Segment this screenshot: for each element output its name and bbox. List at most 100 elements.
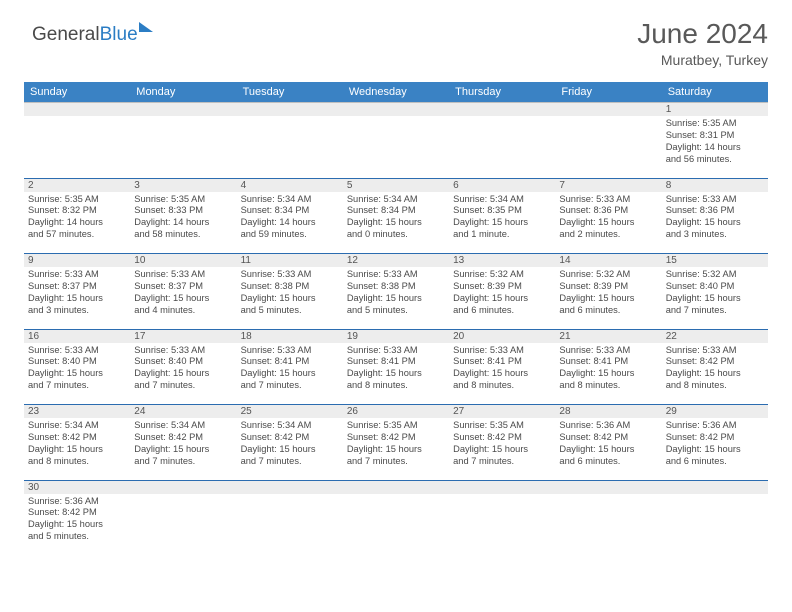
title-block: June 2024 Muratbey, Turkey	[637, 18, 768, 68]
day-number-row: 30	[24, 480, 768, 494]
sunrise-line: Sunrise: 5:34 AM	[134, 420, 232, 432]
day-cell: Sunrise: 5:35 AMSunset: 8:42 PMDaylight:…	[449, 418, 555, 480]
day-number	[555, 103, 661, 117]
sunrise-line: Sunrise: 5:33 AM	[559, 345, 657, 357]
sunset-line: Sunset: 8:33 PM	[134, 205, 232, 217]
day1-line: Daylight: 15 hours	[134, 444, 232, 456]
day-cell	[343, 494, 449, 556]
sunset-line: Sunset: 8:36 PM	[666, 205, 764, 217]
day-cell: Sunrise: 5:33 AMSunset: 8:42 PMDaylight:…	[662, 343, 768, 405]
day1-line: Daylight: 15 hours	[559, 217, 657, 229]
day-detail-row: Sunrise: 5:33 AM Sunset: 8:37 PM Daylight:…	[24, 267, 768, 329]
sunset-line: Sunset: 8:42 PM	[347, 432, 445, 444]
day-number	[237, 480, 343, 494]
day-cell: Sunrise: 5:33 AMSunset: 8:40 PMDaylight:…	[24, 343, 130, 405]
document-header: GeneralBlue June 2024 Muratbey, Turkey	[0, 0, 792, 76]
day-number: 12	[343, 254, 449, 268]
day-number	[449, 480, 555, 494]
logo-word-blue: Blue	[100, 24, 138, 46]
day2-line: and 3 minutes.	[28, 305, 126, 317]
sunset-line: Sunset: 8:42 PM	[134, 432, 232, 444]
sunrise-line: Sunrise: 5:33 AM	[347, 269, 445, 281]
day1-line: Daylight: 15 hours	[134, 368, 232, 380]
day-number: 3	[130, 178, 236, 192]
sunrise-line: Sunrise: 5:34 AM	[347, 194, 445, 206]
sunset-line: Sunset: 8:42 PM	[241, 432, 339, 444]
day2-line: and 56 minutes.	[666, 154, 764, 166]
day1-line: Daylight: 15 hours	[28, 368, 126, 380]
day-cell: Sunrise: 5:33 AMSunset: 8:38 PMDaylight:…	[237, 267, 343, 329]
sunset-line: Sunset: 8:40 PM	[134, 356, 232, 368]
location-subtitle: Muratbey, Turkey	[637, 52, 768, 68]
sunrise-line: Sunrise: 5:35 AM	[453, 420, 551, 432]
day-number: 20	[449, 329, 555, 343]
sunrise-line: Sunrise: 5:32 AM	[453, 269, 551, 281]
day1-line: Daylight: 15 hours	[134, 293, 232, 305]
weekday-header: Saturday	[662, 82, 768, 103]
day-number: 26	[343, 405, 449, 419]
day-number	[130, 103, 236, 117]
day2-line: and 3 minutes.	[666, 229, 764, 241]
day1-line: Daylight: 15 hours	[347, 368, 445, 380]
day2-line: and 8 minutes.	[453, 380, 551, 392]
day2-line: and 7 minutes.	[347, 456, 445, 468]
day-cell: Sunrise: 5:33 AMSunset: 8:37 PMDaylight:…	[24, 267, 130, 329]
sunset-line: Sunset: 8:34 PM	[347, 205, 445, 217]
day-cell	[237, 494, 343, 556]
sunrise-line: Sunrise: 5:33 AM	[28, 345, 126, 357]
day-detail-row: Sunrise: 5:34 AMSunset: 8:42 PMDaylight:…	[24, 418, 768, 480]
day-cell: Sunrise: 5:34 AMSunset: 8:42 PMDaylight:…	[24, 418, 130, 480]
day1-line: Daylight: 15 hours	[241, 293, 339, 305]
day2-line: and 7 minutes.	[28, 380, 126, 392]
day-cell: Sunrise: 5:34 AMSunset: 8:42 PMDaylight:…	[237, 418, 343, 480]
sunrise-line: Sunrise: 5:35 AM	[347, 420, 445, 432]
day-cell	[662, 494, 768, 556]
day-cell: Sunrise: 5:36 AMSunset: 8:42 PMDaylight:…	[662, 418, 768, 480]
day-number	[237, 103, 343, 117]
sunrise-line: Sunrise: 5:34 AM	[453, 194, 551, 206]
sunset-line: Sunset: 8:42 PM	[666, 356, 764, 368]
day-number-row: 23242526272829	[24, 405, 768, 419]
day-number: 4	[237, 178, 343, 192]
sunrise-line: Sunrise: 5:36 AM	[559, 420, 657, 432]
day1-line: Daylight: 15 hours	[453, 444, 551, 456]
sunrise-line: Sunrise: 5:33 AM	[559, 194, 657, 206]
day1-line: Daylight: 15 hours	[559, 293, 657, 305]
day1-line: Daylight: 15 hours	[347, 293, 445, 305]
day-number: 8	[662, 178, 768, 192]
sunset-line: Sunset: 8:40 PM	[666, 281, 764, 293]
day1-line: Daylight: 15 hours	[666, 217, 764, 229]
day-number: 14	[555, 254, 661, 268]
sunset-line: Sunset: 8:41 PM	[347, 356, 445, 368]
day-number: 18	[237, 329, 343, 343]
day-cell: Sunrise: 5:33 AMSunset: 8:36 PMDaylight:…	[555, 192, 661, 254]
day-cell: Sunrise: 5:35 AMSunset: 8:32 PMDaylight:…	[24, 192, 130, 254]
day-cell: Sunrise: 5:33 AMSunset: 8:38 PMDaylight:…	[343, 267, 449, 329]
day-number-row: 9101112131415	[24, 254, 768, 268]
sunrise-line: Sunrise: 5:33 AM	[134, 269, 232, 281]
day-cell: Sunrise: 5:33 AMSunset: 8:41 PMDaylight:…	[343, 343, 449, 405]
sunset-line: Sunset: 8:42 PM	[28, 507, 126, 519]
day-number: 2	[24, 178, 130, 192]
page-title: June 2024	[637, 18, 768, 50]
day-cell: Sunrise: 5:34 AMSunset: 8:42 PMDaylight:…	[130, 418, 236, 480]
day1-line: Daylight: 15 hours	[453, 368, 551, 380]
day-detail-row: Sunrise: 5:35 AMSunset: 8:31 PMDaylight:…	[24, 116, 768, 178]
day-cell	[555, 494, 661, 556]
day2-line: and 7 minutes.	[134, 380, 232, 392]
logo-word-general: General	[32, 24, 100, 46]
sunrise-line: Sunrise: 5:32 AM	[666, 269, 764, 281]
weekday-header-row: Sunday Monday Tuesday Wednesday Thursday…	[24, 82, 768, 103]
day1-line: Daylight: 15 hours	[666, 368, 764, 380]
day-cell	[449, 494, 555, 556]
day-number: 6	[449, 178, 555, 192]
sunrise-line: Sunrise: 5:33 AM	[453, 345, 551, 357]
day1-line: Daylight: 15 hours	[241, 368, 339, 380]
sunset-line: Sunset: 8:37 PM	[28, 281, 126, 293]
day-cell: Sunrise: 5:35 AMSunset: 8:33 PMDaylight:…	[130, 192, 236, 254]
day-number: 9	[24, 254, 130, 268]
day-number: 22	[662, 329, 768, 343]
sunset-line: Sunset: 8:42 PM	[666, 432, 764, 444]
sunset-line: Sunset: 8:42 PM	[559, 432, 657, 444]
day-number: 17	[130, 329, 236, 343]
